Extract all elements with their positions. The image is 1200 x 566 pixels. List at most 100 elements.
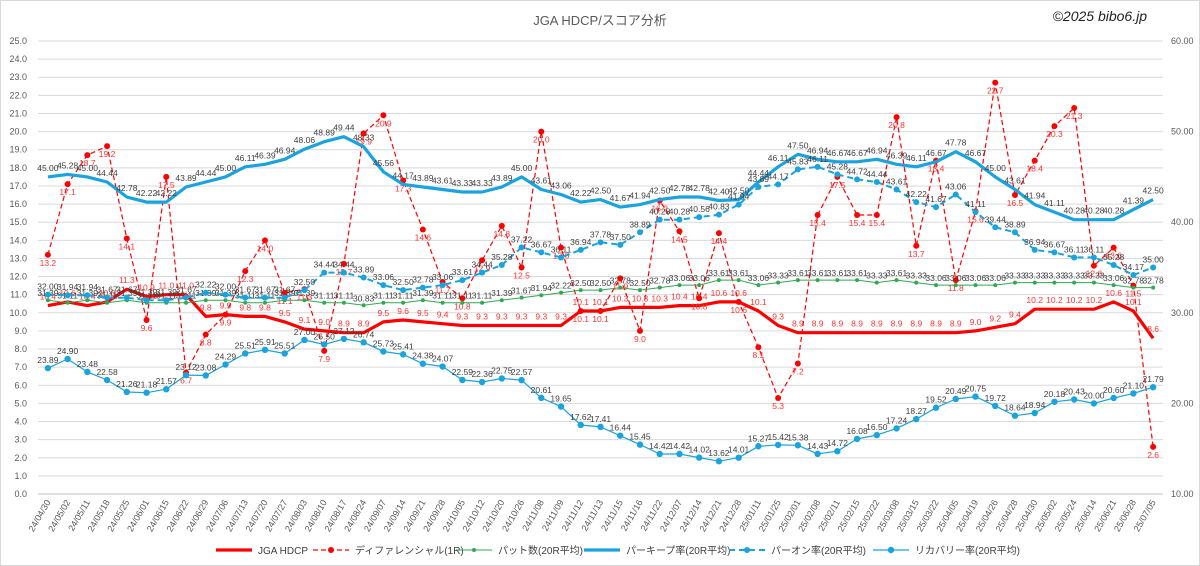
data-label: 31.11 [314,291,335,301]
data-label: 14.4 [711,236,728,246]
data-label: 31.94 [57,282,79,292]
data-point [222,311,229,318]
data-point [302,298,307,303]
data-point [64,355,71,363]
data-label: 40.28 [1064,206,1086,216]
y-left-tick-label: 15.0 [9,217,27,227]
data-label: 42.50 [1142,186,1164,196]
data-point [538,249,545,256]
data-point [518,376,525,384]
data-label: 9.5 [377,308,389,318]
data-label: 42.40 [708,186,730,196]
data-label: 31.11 [393,291,414,301]
data-point [854,176,861,183]
y-left-tick-label: 0.0 [14,489,27,499]
data-point [419,360,427,367]
data-label: 19.9 [355,136,372,146]
data-point [538,128,545,135]
y-left-tick-label: 5.0 [14,398,27,408]
data-point [557,403,565,410]
data-label: 9.0 [970,317,982,327]
data-label: 32.78 [1142,276,1164,286]
series-line [47,165,1154,302]
data-point [774,441,782,449]
data-point [598,288,603,293]
data-point [202,331,209,338]
data-label: 33.61 [827,268,849,278]
data-label: 9.3 [456,311,468,321]
data-point [1071,105,1078,112]
data-point [992,402,999,410]
data-label: 14.1 [119,242,136,252]
data-point [498,261,505,268]
data-label: 8.1 [752,350,764,360]
data-point [539,293,544,298]
data-point [202,372,209,379]
data-label: 38.89 [629,219,651,229]
data-point [183,294,190,301]
data-label: 15.27 [748,433,770,443]
data-label: 32.50 [570,278,592,288]
data-label: 46.11 [235,153,256,163]
data-point [301,287,308,294]
data-label: 35.28 [1103,252,1125,262]
data-point [84,292,91,299]
data-label: 15.4 [849,218,866,228]
data-label: 14.42 [669,441,691,451]
data-label: 8.9 [910,319,922,329]
data-point [459,376,466,384]
data-point [360,339,367,346]
data-label: 42.50 [728,186,750,196]
data-label: 20.75 [965,384,987,394]
data-point [893,186,900,193]
data-label: 9.9 [220,301,232,311]
data-point [399,351,407,358]
data-point [1012,280,1017,285]
data-point [1151,285,1156,290]
data-point [419,284,426,291]
data-label: 10.1 [1125,297,1142,307]
data-point [340,260,347,267]
data-label: 31.11 [373,291,394,301]
data-point [933,204,940,211]
data-label: 33.61 [452,267,474,277]
data-point [459,295,466,302]
data-label: 31.67 [511,286,533,296]
y-left-tick-label: 16.0 [9,199,27,209]
data-point [44,251,51,258]
data-label: 16.08 [846,426,868,436]
data-label: 8.8 [200,338,212,348]
data-label: 41.67 [925,194,947,204]
data-point [873,211,880,218]
data-label: 13.7 [908,249,925,259]
data-point [518,264,525,271]
data-point [479,269,486,276]
data-label: 42.50 [590,186,612,196]
data-point [894,278,899,283]
y-right-tick-label: 40.00 [1171,217,1194,227]
y-left-tick-label: 14.0 [9,235,27,245]
data-label: 35.00 [1142,255,1164,265]
data-point [834,171,841,178]
data-label: 17.24 [886,415,908,425]
data-label: 14.02 [689,445,711,455]
data-point [1011,412,1019,419]
y-left-tick-label: 21.0 [9,108,27,118]
data-label: 40.28 [649,207,671,217]
data-label: 10.1 [592,297,609,307]
data-label: 15.45 [629,432,651,442]
legend-label: ディファレンシャル(1R) [355,544,464,557]
data-label: 24.38 [412,351,434,361]
data-label: 10.9 [138,282,155,292]
data-point [163,385,170,393]
y-left-tick-label: 11.0 [10,290,27,300]
data-label: 31.67 [274,285,296,295]
data-point [735,201,742,208]
data-label: 48.06 [294,135,316,145]
data-point [873,431,881,439]
legend-marker [472,548,476,552]
data-label: 20.9 [375,118,392,128]
data-label: 20.60 [1103,385,1125,395]
data-point [380,348,387,355]
